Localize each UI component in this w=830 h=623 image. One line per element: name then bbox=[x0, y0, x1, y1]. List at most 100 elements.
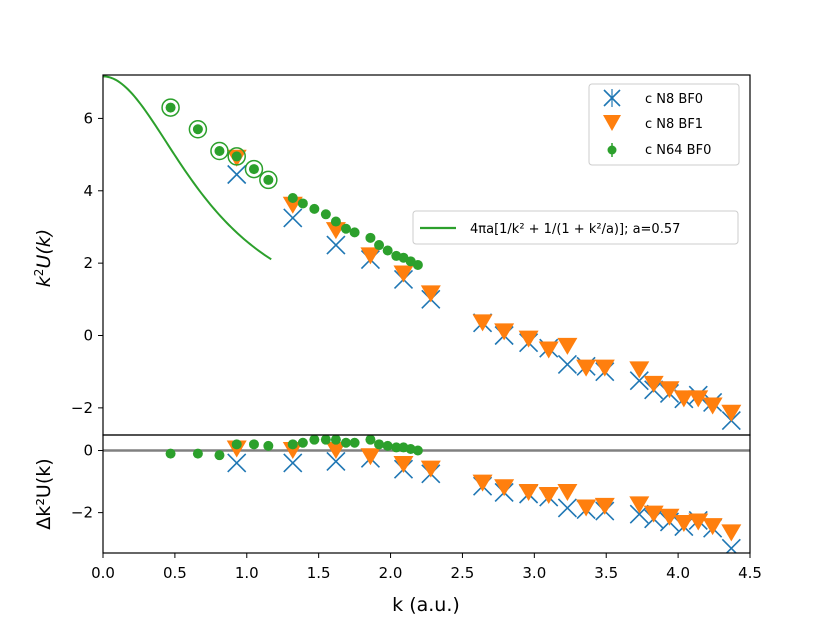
open-circle-marker bbox=[259, 170, 278, 190]
bottom-panel: −2 0 Δk²U(k) bbox=[33, 434, 751, 554]
data-point-triangle bbox=[393, 456, 414, 473]
x-tick-label: 4.0 bbox=[666, 564, 690, 582]
data-point-circle bbox=[340, 437, 351, 448]
data-point-triangle bbox=[576, 359, 597, 377]
data-point-triangle bbox=[659, 508, 680, 526]
data-point-circle bbox=[214, 450, 225, 461]
data-point-circle bbox=[349, 227, 360, 238]
data-point-triangle bbox=[576, 499, 597, 517]
data-point-circle bbox=[374, 439, 385, 450]
data-point-circle bbox=[214, 145, 225, 156]
data-point-triangle bbox=[420, 460, 441, 478]
legend-box bbox=[588, 83, 740, 166]
data-point-circle bbox=[391, 442, 402, 453]
data-point-circle bbox=[320, 435, 331, 445]
data-point-circle bbox=[309, 203, 320, 214]
bottom-y-ticks: −2 0 bbox=[71, 442, 103, 522]
data-point-circle bbox=[231, 439, 242, 450]
fit-curve bbox=[103, 75, 272, 261]
data-point-cross bbox=[629, 371, 649, 391]
data-point-circle bbox=[320, 209, 331, 220]
x-tick-label: 1.0 bbox=[235, 564, 259, 582]
data-point-circle bbox=[349, 437, 360, 448]
data-point-circle bbox=[263, 174, 274, 185]
data-point-circle bbox=[340, 223, 351, 234]
legend-label-n8-bf0: c N8 BF0 bbox=[645, 92, 703, 107]
data-point-triangle bbox=[325, 222, 346, 240]
x-tick-label: 1.5 bbox=[307, 564, 331, 582]
open-circle-marker bbox=[227, 147, 246, 166]
data-point-triangle bbox=[557, 483, 578, 501]
data-point-triangle bbox=[420, 285, 441, 303]
data-point-circle bbox=[263, 440, 274, 451]
legend-swatch-n8-bf0 bbox=[603, 89, 621, 107]
data-point-cross bbox=[283, 453, 303, 473]
data-point-triangle bbox=[688, 390, 709, 408]
data-point-cross bbox=[721, 538, 741, 553]
data-point-circle bbox=[365, 435, 376, 445]
open-circle-marker bbox=[161, 98, 180, 117]
data-point-triangle bbox=[673, 390, 694, 408]
data-point-triangle bbox=[360, 448, 381, 466]
data-point-circle bbox=[412, 259, 423, 270]
top-y-ticks: −2 0 2 4 6 bbox=[71, 109, 103, 417]
x-tick-label: 0.0 bbox=[91, 564, 115, 582]
x-tick-label: 4.5 bbox=[738, 564, 762, 582]
data-point-cross bbox=[227, 453, 247, 473]
x-tick-label: 3.0 bbox=[522, 564, 546, 582]
legend: c N8 BF0 c N8 BF1 c N64 BF0 bbox=[588, 83, 740, 166]
data-point-circle bbox=[287, 439, 298, 450]
data-point-circle bbox=[382, 245, 393, 256]
data-point-circle bbox=[192, 124, 203, 135]
open-circle-marker bbox=[244, 159, 264, 179]
data-point-triangle bbox=[494, 323, 515, 341]
top-y-axis-label: k2U(k) bbox=[32, 229, 55, 287]
fit-legend: 4πa[1/k² + 1/(1 + k²/a)]; a=0.57 bbox=[412, 210, 739, 245]
bottom-y-axis-label: Δk²U(k) bbox=[33, 458, 55, 529]
data-point-triangle bbox=[629, 361, 650, 379]
data-point-triangle bbox=[494, 479, 515, 497]
data-point-triangle bbox=[721, 404, 742, 422]
fit-legend-label: 4πa[1/k² + 1/(1 + k²/a)]; a=0.57 bbox=[470, 222, 680, 237]
data-point-triangle bbox=[673, 515, 694, 532]
data-point-circle bbox=[231, 151, 242, 162]
y-tick-label: 0 bbox=[83, 327, 93, 345]
fit-curve-layer bbox=[103, 75, 272, 261]
data-point-triangle bbox=[629, 496, 650, 514]
data-point-circle bbox=[330, 435, 341, 445]
data-point-circle bbox=[374, 240, 385, 251]
y-tick-label: −2 bbox=[71, 399, 93, 417]
data-point-triangle bbox=[594, 497, 615, 515]
legend-swatch-n64-bf0 bbox=[607, 143, 617, 157]
data-point-circle bbox=[365, 232, 376, 243]
data-point-triangle bbox=[472, 474, 493, 492]
data-point-cross bbox=[557, 498, 577, 518]
legend-label-n64-bf0: c N64 BF0 bbox=[645, 143, 711, 158]
data-point-triangle bbox=[472, 314, 493, 332]
data-point-triangle bbox=[643, 505, 664, 523]
data-point-triangle bbox=[282, 442, 303, 460]
data-point-triangle bbox=[702, 518, 723, 536]
bottom-axes-frame bbox=[102, 434, 751, 554]
data-point-triangle bbox=[688, 513, 709, 531]
data-point-circle bbox=[248, 164, 259, 175]
y-tick-label: 6 bbox=[83, 109, 93, 127]
data-point-triangle bbox=[360, 247, 381, 265]
data-point-circle bbox=[297, 437, 308, 448]
x-tick-label: 2.0 bbox=[379, 564, 403, 582]
x-axis-label: k (a.u.) bbox=[392, 594, 460, 616]
bottom-marks-layer bbox=[165, 435, 742, 553]
data-point-circle bbox=[412, 445, 423, 456]
x-tick-label: 3.5 bbox=[594, 564, 618, 582]
data-point-circle bbox=[330, 216, 341, 227]
data-point-triangle bbox=[702, 397, 723, 415]
data-point-triangle bbox=[594, 359, 615, 377]
data-point-triangle bbox=[393, 265, 414, 283]
open-circle-marker bbox=[210, 141, 229, 161]
data-point-cross bbox=[557, 354, 577, 375]
legend-label-n8-bf1: c N8 BF1 bbox=[645, 117, 703, 132]
data-point-cross bbox=[283, 208, 303, 228]
data-point-circle bbox=[248, 439, 259, 450]
data-point-circle bbox=[309, 435, 320, 445]
